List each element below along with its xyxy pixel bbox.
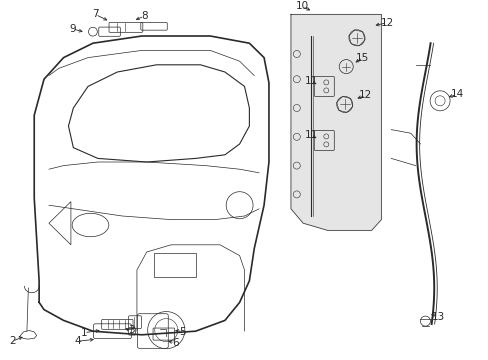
Text: 14: 14 <box>449 89 463 99</box>
Text: 6: 6 <box>171 338 178 348</box>
Text: 11: 11 <box>304 130 317 140</box>
Text: 3: 3 <box>127 325 134 336</box>
Text: 7: 7 <box>92 9 99 19</box>
Text: 13: 13 <box>431 312 445 322</box>
Text: 2: 2 <box>9 336 16 346</box>
Text: 5: 5 <box>179 327 186 337</box>
Text: 10: 10 <box>295 1 308 12</box>
Text: 1: 1 <box>81 328 87 338</box>
Polygon shape <box>290 14 381 230</box>
Text: 12: 12 <box>358 90 372 100</box>
Text: 4: 4 <box>74 336 81 346</box>
Bar <box>154 253 195 277</box>
Text: 11: 11 <box>304 76 317 86</box>
Text: 12: 12 <box>380 18 393 28</box>
Text: 9: 9 <box>69 24 76 34</box>
Text: 8: 8 <box>141 11 147 21</box>
Text: 15: 15 <box>355 53 369 63</box>
